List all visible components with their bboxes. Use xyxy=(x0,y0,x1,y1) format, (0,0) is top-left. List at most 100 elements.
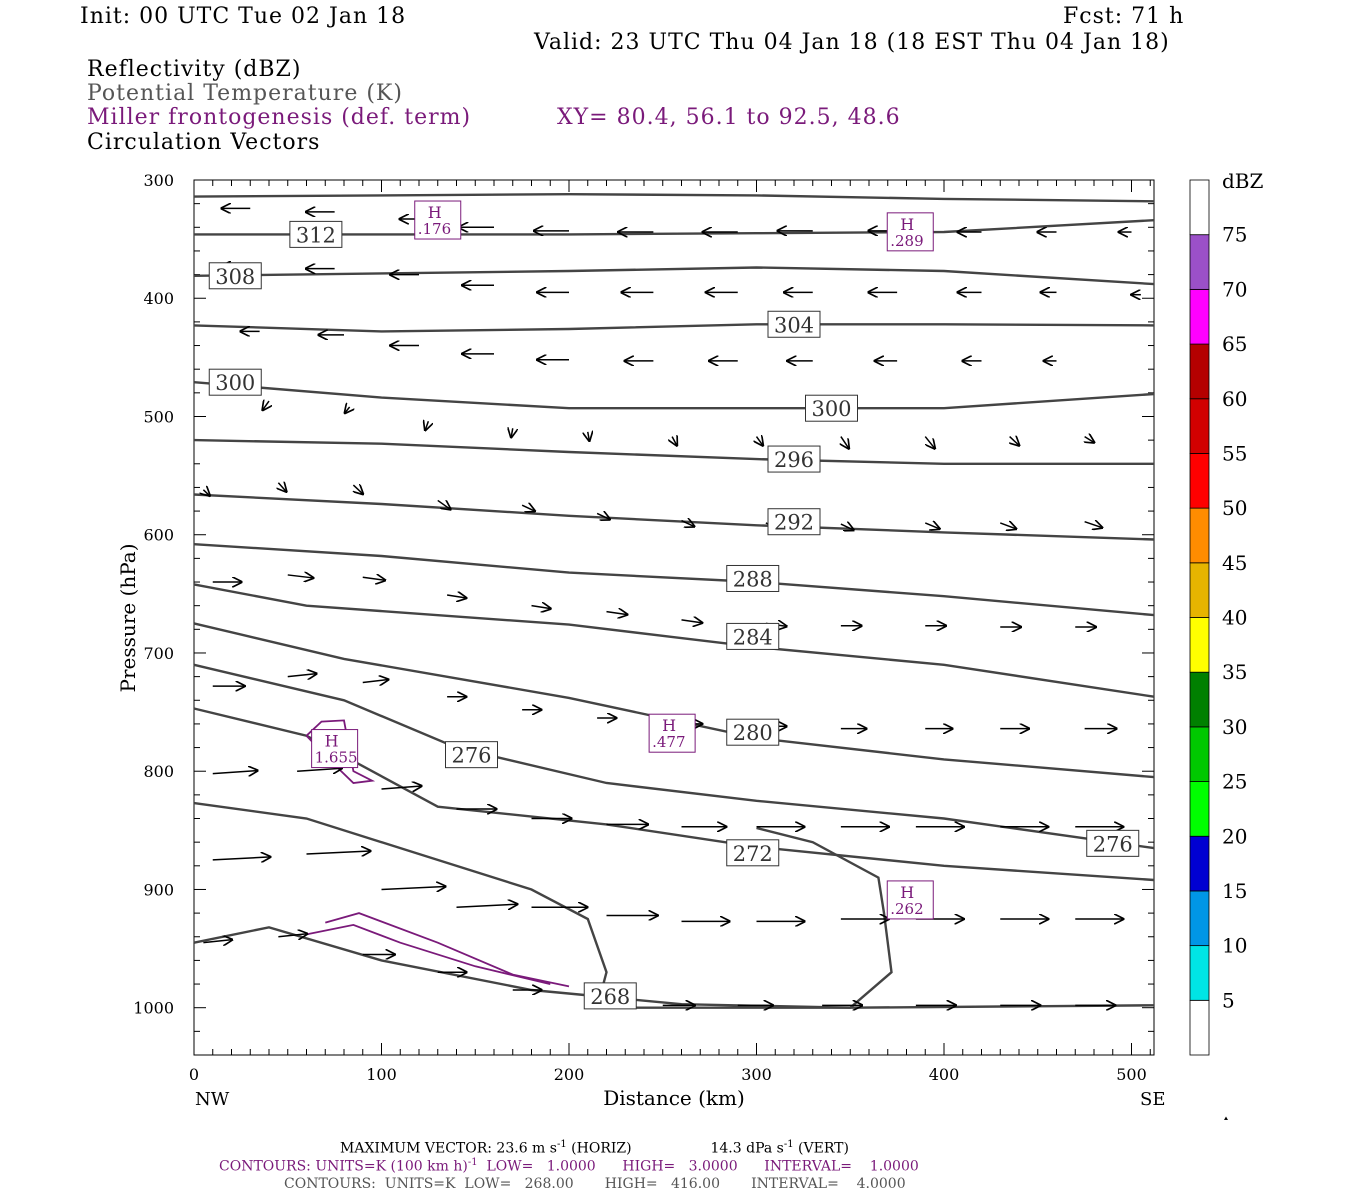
max-vector-horiz-exponent: -1 xyxy=(556,1139,567,1150)
contour-label-box xyxy=(289,220,343,248)
frontogenesis-contour xyxy=(306,923,551,985)
colorbar-level-label: 5 xyxy=(1222,988,1235,1012)
contour-label: 276 xyxy=(451,744,491,768)
frontogenesis-high-value: .262 xyxy=(890,900,923,918)
y-tick-label: 400 xyxy=(143,289,174,308)
contour-label-box xyxy=(767,310,821,338)
colorbar-level-label: 35 xyxy=(1222,660,1247,684)
colorbar-level-label: 40 xyxy=(1222,606,1247,630)
x-tick-label: 500 xyxy=(1116,1065,1147,1084)
circulation-vector xyxy=(287,575,314,578)
y-tick-label: 500 xyxy=(143,407,174,426)
frontogenesis-contour xyxy=(325,912,570,988)
colorbar-level-label: 45 xyxy=(1222,551,1247,575)
circulation-vector xyxy=(263,401,269,410)
theta-contour-268 xyxy=(193,801,893,1009)
circulation-vector xyxy=(278,934,307,937)
contour-label-box xyxy=(208,262,262,290)
circulation-vector xyxy=(999,523,1016,529)
circulation-vector xyxy=(381,786,422,789)
contour-label-box xyxy=(767,445,821,473)
contour-label: 268 xyxy=(590,985,630,1009)
circulation-vector xyxy=(596,513,610,519)
legend-reflectivity: Reflectivity (dBZ) xyxy=(87,57,302,82)
contour-label: 296 xyxy=(774,448,814,472)
theta-contour-288 xyxy=(193,543,1155,617)
colorbar-level-label: 50 xyxy=(1222,496,1247,520)
frontogenesis-high-box xyxy=(886,880,934,920)
circulation-vector xyxy=(287,674,317,677)
fronto-contour-exponent: -1 xyxy=(467,1157,478,1168)
frontogenesis-high-marker: H xyxy=(900,883,914,902)
circulation-vector xyxy=(447,595,466,598)
contour-label: 308 xyxy=(215,265,255,289)
fronto-contour-range: LOW= 1.0000 HIGH= 3.0000 INTERVAL= 1.000… xyxy=(477,1158,919,1175)
contour-label-box xyxy=(726,622,780,650)
circulation-vector xyxy=(345,407,350,413)
y-tick-label: 900 xyxy=(143,880,174,899)
colorbar-segment xyxy=(1189,288,1210,345)
y-axis-label: Pressure (hPa) xyxy=(116,544,140,693)
contour-label: 300 xyxy=(215,371,255,395)
colorbar-segment xyxy=(1189,453,1210,509)
circulation-vector xyxy=(306,851,371,854)
frontogenesis-high-value: 1.655 xyxy=(315,749,358,767)
colorbar-segment xyxy=(1189,562,1210,618)
max-vector-horiz: MAXIMUM VECTOR: 23.6 m s xyxy=(340,1140,557,1157)
legend-circulation-vectors: Circulation Vectors xyxy=(87,130,321,155)
x-tick-label: 200 xyxy=(554,1065,585,1084)
colorbar-segment xyxy=(1189,726,1210,782)
y-tick-label: 300 xyxy=(143,171,174,190)
colorbar-segment xyxy=(1189,398,1210,454)
colorbar-segment xyxy=(1189,507,1210,564)
colorbar-segment xyxy=(1189,890,1210,947)
theta-contour-316 xyxy=(193,192,1155,203)
colorbar-segment xyxy=(1189,617,1210,673)
circulation-vector xyxy=(362,577,385,580)
frontogenesis-high-box xyxy=(414,200,462,240)
colorbar-segment xyxy=(1189,671,1210,728)
theta-contour-308 xyxy=(193,266,1155,286)
contour-label-box xyxy=(726,839,780,867)
circulation-vector xyxy=(1084,522,1103,528)
max-vector-horiz-unit: (HORIZ) xyxy=(566,1140,632,1157)
circulation-vector xyxy=(511,428,513,437)
contour-label: 288 xyxy=(733,567,773,591)
init-label: Init: 00 UTC Tue 02 Jan 18 xyxy=(80,4,407,29)
circulation-vector xyxy=(1010,437,1020,446)
circulation-vector xyxy=(297,768,342,771)
contour-label-box xyxy=(805,394,858,422)
contour-label: 276 xyxy=(1093,832,1133,856)
colorbar-level-label: 10 xyxy=(1222,934,1247,958)
circulation-vector xyxy=(521,505,535,511)
frontogenesis-high-value: .289 xyxy=(890,232,923,250)
contour-label-box xyxy=(583,982,637,1010)
contour-label: 280 xyxy=(733,721,773,745)
circulation-vector xyxy=(606,612,628,615)
circulation-vector xyxy=(456,904,518,907)
circulation-vector xyxy=(203,940,232,943)
theta-contour-276 xyxy=(193,663,1155,850)
colorbar-segment xyxy=(1189,945,1210,1001)
circulation-vector xyxy=(1085,437,1095,443)
max-vector-vert-unit: (VERT) xyxy=(793,1140,849,1157)
plot-frame xyxy=(193,179,1155,1056)
legend-potential-temperature: Potential Temperature (K) xyxy=(87,81,403,106)
colorbar-level-label: 25 xyxy=(1222,770,1247,794)
circulation-vector xyxy=(212,771,258,774)
circulation-vector xyxy=(840,524,854,530)
x-tick-label: 400 xyxy=(929,1065,960,1084)
frontogenesis-high-marker: H xyxy=(325,732,339,751)
cross-section-endpoints: XY= 80.4, 56.1 to 92.5, 48.6 xyxy=(557,105,901,130)
max-vector-line: MAXIMUM VECTOR: 23.6 m s-1 (HORIZ) 14.3 … xyxy=(340,1139,849,1157)
y-tick-label: 600 xyxy=(143,526,174,545)
theta-contour-292 xyxy=(193,493,1155,541)
contour-label: 304 xyxy=(774,313,814,337)
contour-label: 284 xyxy=(733,625,773,649)
colorbar-segment xyxy=(1189,343,1210,400)
circulation-vector xyxy=(672,437,677,446)
theta-contour-304 xyxy=(193,323,1155,333)
colorbar-level-label: 55 xyxy=(1222,441,1247,465)
contour-label-box xyxy=(726,718,780,746)
circulation-vector xyxy=(924,436,935,449)
